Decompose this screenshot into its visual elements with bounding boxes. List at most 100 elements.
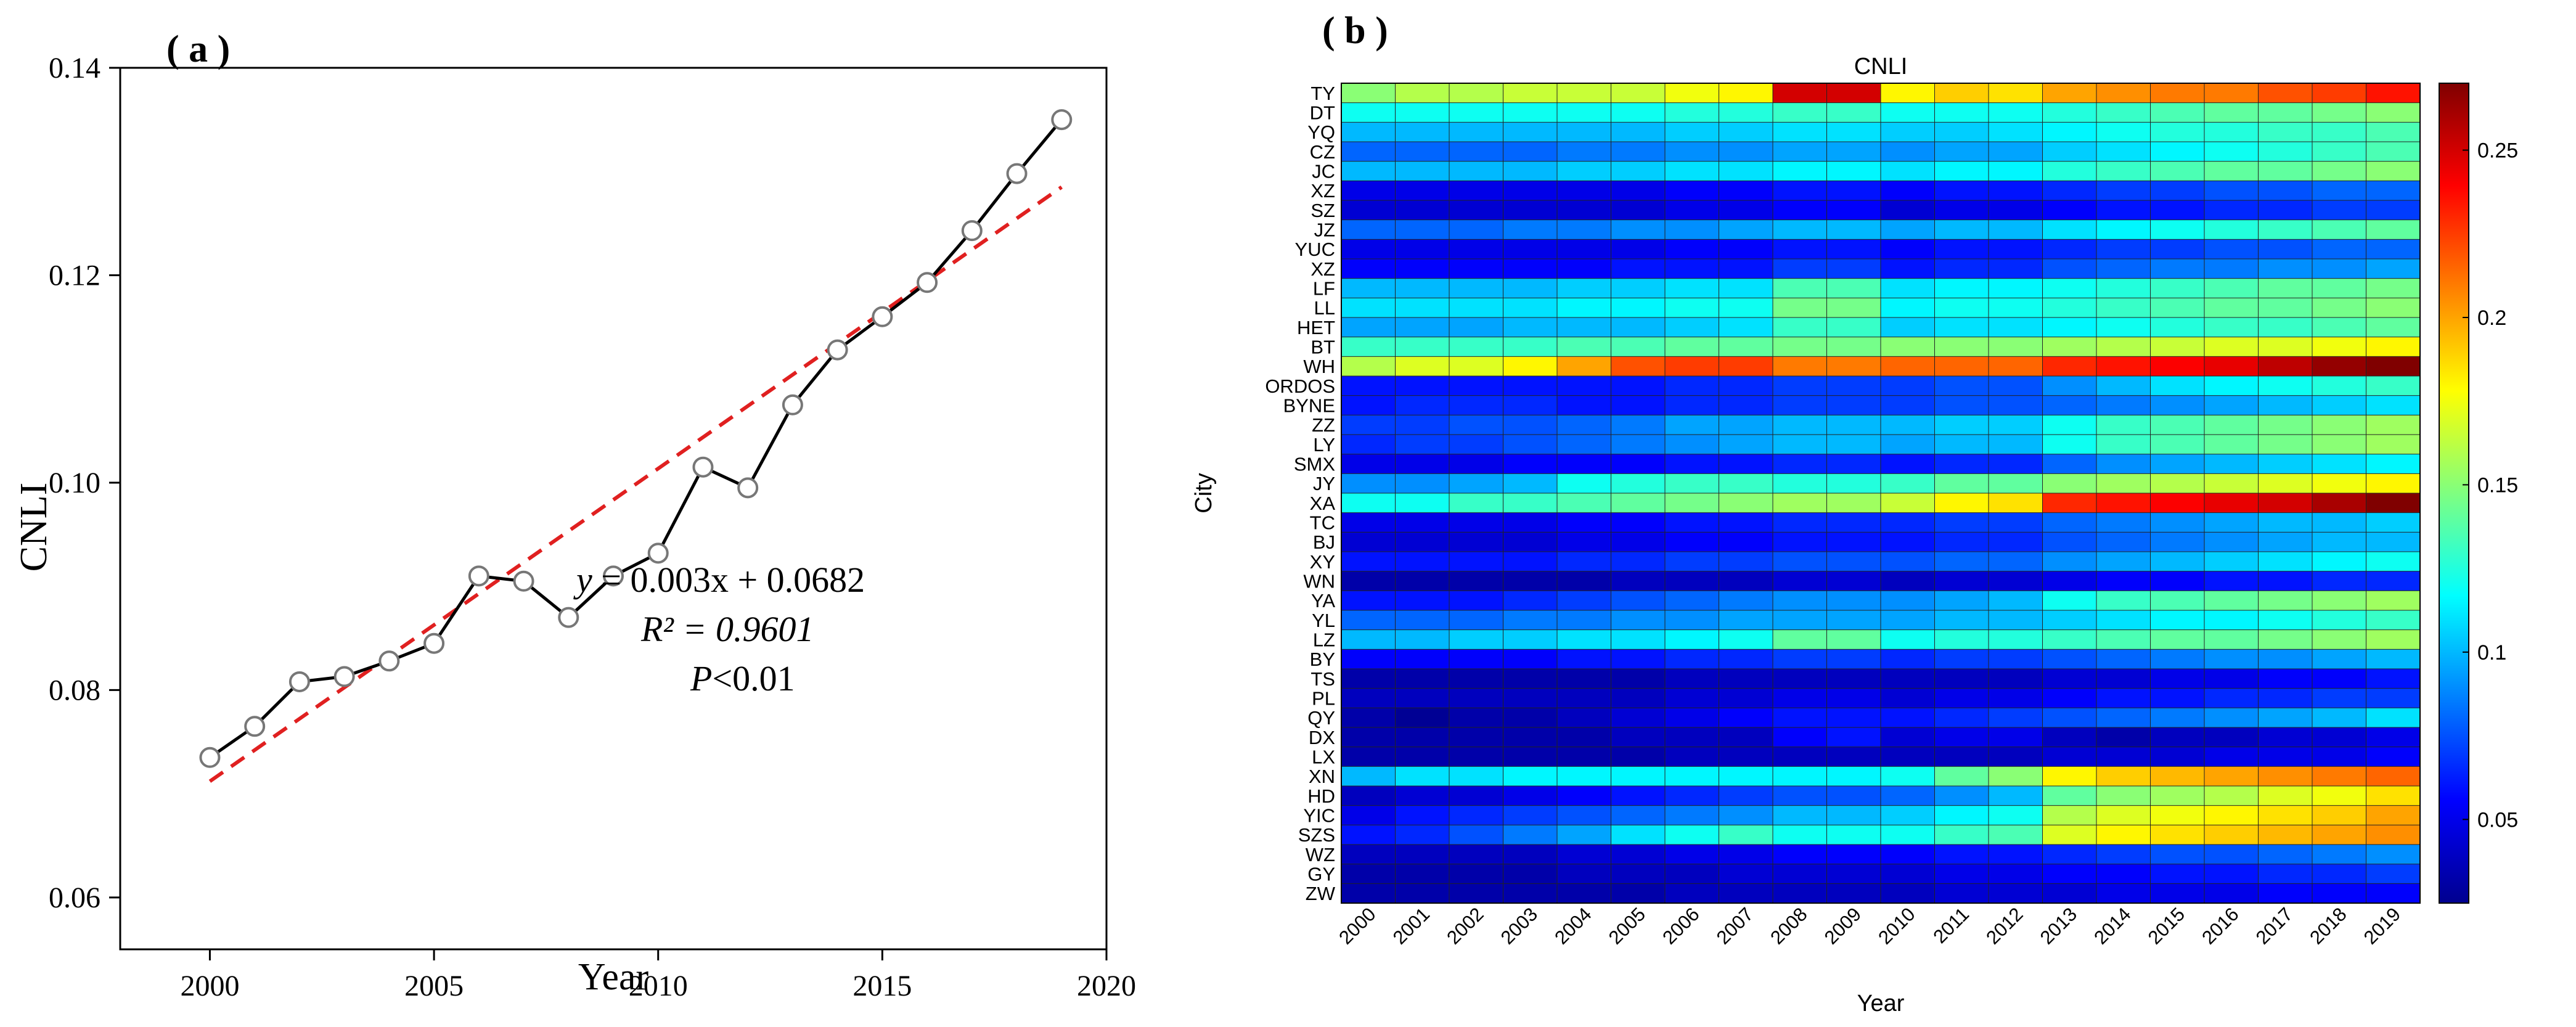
heatmap-cell: [2204, 531, 2259, 552]
heatmap-cell: [2150, 883, 2205, 904]
heatmap-cell: [1880, 785, 1936, 806]
heatmap-cell: [2042, 571, 2097, 592]
y-tick-label: 0.10: [49, 467, 100, 499]
heatmap-cell: [2204, 337, 2259, 358]
heatmap-cell: [2258, 395, 2313, 416]
heatmap-cell: [1719, 200, 1773, 221]
heatmap-cell: [1556, 258, 1612, 279]
heatmap-cell: [1880, 375, 1936, 396]
colorbar-ticks: 0.05 0.1 0.15 0.2 0.25: [2463, 139, 2518, 832]
heatmap-cell: [1826, 317, 1881, 338]
heatmap-cell: [1341, 219, 1396, 240]
heatmap-cell: [2366, 766, 2421, 787]
heatmap-cell: [1988, 297, 2043, 318]
heatmap-cell: [1826, 824, 1881, 845]
heatmap-cell: [1556, 375, 1612, 396]
heatmap-cell: [2312, 668, 2367, 689]
heatmap-cell: [1664, 395, 1720, 416]
heatmap-cell: [2204, 493, 2259, 514]
heatmap-cell: [1719, 375, 1773, 396]
heatmap-cell: [2258, 727, 2313, 748]
heatmap-cell: [1449, 805, 1504, 826]
heatmap-cell: [1395, 337, 1450, 358]
heatmap-cell: [2042, 414, 2097, 435]
heatmap-cell: [1664, 571, 1720, 592]
heatmap-cell: [1664, 258, 1720, 279]
heatmap-cell: [1880, 531, 1936, 552]
city-label: SMX: [1294, 454, 1336, 475]
heatmap-cell: [2312, 121, 2367, 142]
heatmap-cell: [1395, 864, 1450, 885]
heatmap-cell: [2312, 83, 2367, 104]
heatmap-cell: [2096, 512, 2151, 533]
data-point: [333, 666, 355, 687]
heatmap-cell: [1503, 785, 1558, 806]
city-label: JY: [1313, 473, 1335, 494]
heatmap-cell: [1934, 824, 1989, 845]
heatmap-cell: [1934, 239, 1989, 260]
heatmap-cell: [2042, 83, 2097, 104]
heatmap-cell: [2096, 766, 2151, 787]
heatmap-cell: [2042, 805, 2097, 826]
heatmap-cell: [2150, 785, 2205, 806]
heatmap-cell: [2204, 727, 2259, 748]
heatmap-cell: [2204, 610, 2259, 631]
heatmap-cell: [1664, 141, 1720, 162]
heatmap-cell: [2096, 785, 2151, 806]
heatmap-cell: [1395, 551, 1450, 572]
heatmap-cell: [1880, 395, 1936, 416]
heatmap-cell: [1395, 258, 1450, 279]
heatmap-cell: [2258, 824, 2313, 845]
heatmap-cell: [1556, 610, 1612, 631]
heatmap-cell: [1719, 727, 1773, 748]
heatmap-cell: [2312, 356, 2367, 377]
heatmap-cell: [1988, 317, 2043, 338]
heatmap-cell: [1934, 102, 1989, 123]
heatmap-cell: [1934, 707, 1989, 728]
heatmap-cell: [2312, 278, 2367, 299]
heatmap-cell: [1826, 454, 1881, 475]
heatmap-cell: [1988, 356, 2043, 377]
heatmap-cell: [1449, 727, 1504, 748]
heatmap-cell: [1556, 121, 1612, 142]
panel-b-label: ( b ): [1322, 10, 1388, 52]
heatmap-cell: [1664, 629, 1720, 650]
heatmap-cell: [1449, 337, 1504, 358]
heatmap-cell: [1988, 649, 2043, 669]
heatmap-cell: [1395, 180, 1450, 201]
heatmap-cell: [1556, 317, 1612, 338]
heatmap-cell: [2312, 766, 2367, 787]
heatmap-cell: [1719, 629, 1773, 650]
heatmap-cell: [1772, 571, 1828, 592]
heatmap-cell: [1719, 883, 1773, 904]
heatmap-cell: [1826, 434, 1881, 455]
heatmap-cell: [1934, 141, 1989, 162]
heatmap-cell: [1395, 375, 1450, 396]
heatmap-cell: [1988, 824, 2043, 845]
heatmap-cell: [1611, 493, 1666, 514]
heatmap-cell: [1556, 727, 1612, 748]
heatmap-cell: [1395, 805, 1450, 826]
heatmap-cell: [2312, 785, 2367, 806]
heatmap-cell: [1341, 317, 1396, 338]
heatmap-cell: [1395, 200, 1450, 221]
heatmap-cell: [1449, 356, 1504, 377]
heatmap-cell: [2042, 688, 2097, 709]
heatmap-cell: [2258, 707, 2313, 728]
heatmap-cell: [1503, 356, 1558, 377]
heatmap-cell: [2366, 200, 2421, 221]
heatmap-cell: [1556, 688, 1612, 709]
heatmap-cell: [1719, 747, 1773, 767]
heatmap-cell: [1395, 766, 1450, 787]
heatmap-cell: [1988, 727, 2043, 748]
heatmap-cell: [1664, 200, 1720, 221]
heatmap-cell: [1449, 571, 1504, 592]
heatmap-cell: [2042, 337, 2097, 358]
heatmap-cell: [2366, 219, 2421, 240]
heatmap-cell: [1880, 493, 1936, 514]
heatmap-cell: [1772, 707, 1828, 728]
city-label: BY: [1310, 649, 1335, 670]
heatmap-cell: [1341, 297, 1396, 318]
heatmap-cell: [1341, 864, 1396, 885]
